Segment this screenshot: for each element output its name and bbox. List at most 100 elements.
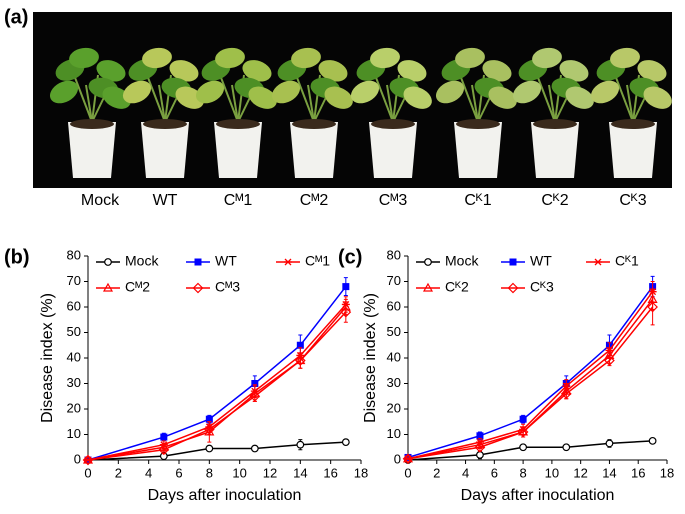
soil [292, 119, 336, 129]
leaf [488, 86, 517, 109]
legend-marker [104, 258, 112, 266]
photo-label: WT [153, 192, 178, 209]
leaf [195, 80, 225, 104]
marker [604, 355, 615, 366]
x-axis-label: Days after inoculation [148, 487, 302, 504]
marker [203, 424, 215, 435]
marker [205, 444, 214, 453]
leaf [435, 80, 465, 104]
legend-marker [507, 282, 519, 294]
soil [371, 119, 415, 129]
series-line [87, 286, 347, 461]
pot [609, 122, 657, 178]
x-tick-label: 18 [660, 465, 674, 480]
series-line [407, 440, 653, 461]
marker [205, 415, 213, 423]
pot [214, 122, 262, 178]
x-tick-label: 6 [491, 465, 498, 480]
marker [251, 380, 259, 387]
marker [249, 390, 261, 402]
y-tick-label: 80 [67, 247, 81, 262]
marker-shape [605, 439, 614, 448]
x-tick-label: 10 [545, 465, 559, 480]
x-tick-label: 8 [519, 465, 526, 480]
pot [141, 122, 189, 178]
marker-shape [402, 453, 414, 465]
marker [519, 415, 527, 423]
marker-shape [424, 258, 432, 266]
pot [531, 122, 579, 178]
x-tick-label: 6 [175, 465, 182, 480]
stem [374, 74, 394, 123]
stem [231, 84, 239, 123]
photo-label: Cᴷ2 [541, 192, 568, 209]
y-tick-label: 40 [387, 349, 401, 364]
legend-label: WT [530, 253, 552, 269]
soil [456, 119, 500, 129]
y-tick-label: 50 [67, 324, 81, 339]
y-tick-label: 70 [67, 273, 81, 288]
marker-shape [102, 282, 114, 292]
x-tick-label: 16 [631, 465, 645, 480]
photo-label: Cᴷ3 [619, 192, 646, 209]
legend-label: Cᴷ3 [530, 279, 554, 295]
series-line [407, 286, 654, 459]
leaf [532, 47, 562, 69]
marker-shape [205, 444, 214, 453]
marker-shape [404, 453, 412, 461]
marker [250, 444, 259, 453]
marker-shape [296, 440, 305, 449]
x-tick-label: 0 [404, 465, 411, 480]
stem [295, 74, 315, 123]
stem [85, 84, 93, 123]
marker-shape [158, 444, 170, 456]
x-tick-label: 4 [462, 465, 469, 480]
leaf [248, 86, 277, 109]
stem [307, 84, 315, 123]
leaf [169, 60, 199, 82]
legend-label: WT [215, 253, 237, 269]
marker-shape [205, 415, 213, 423]
x-tick-label: 4 [145, 465, 152, 480]
marker [562, 443, 571, 452]
leaf [370, 47, 400, 69]
stem [386, 84, 394, 123]
y-tick-label: 20 [387, 400, 401, 415]
photo-label: Cᴹ1 [224, 192, 253, 209]
x-axis-label: Days after inoculation [461, 487, 615, 504]
panel-label: (c) [338, 246, 362, 268]
marker [647, 301, 658, 313]
marker-shape [160, 433, 168, 441]
marker-shape [647, 301, 658, 313]
leaf [403, 86, 432, 109]
legend-marker [424, 258, 432, 266]
marker-shape [476, 432, 484, 440]
series-line [87, 303, 347, 461]
marker-shape [422, 282, 434, 292]
marker-shape [519, 443, 528, 452]
y-tick-label: 0 [394, 451, 401, 466]
y-tick-label: 30 [387, 375, 401, 390]
legend-marker [509, 258, 517, 266]
marker [560, 388, 572, 400]
leaf [49, 80, 79, 104]
leaf [291, 47, 321, 69]
y-tick-label: 60 [387, 298, 401, 313]
y-tick-label: 20 [67, 400, 81, 415]
series-line [407, 306, 654, 460]
x-tick-label: 12 [573, 465, 587, 480]
pot [454, 122, 502, 178]
marker [402, 453, 414, 465]
x-tick-label: 18 [354, 465, 368, 480]
stem [73, 74, 93, 123]
y-tick-label: 40 [67, 349, 81, 364]
marker-shape [594, 258, 602, 266]
marker [404, 453, 412, 461]
marker-shape [519, 415, 527, 423]
leaf [590, 80, 620, 104]
leaf [271, 80, 301, 104]
marker-shape [250, 444, 259, 453]
marker-shape [342, 283, 350, 291]
legend-label: Mock [125, 253, 159, 269]
marker-shape [517, 426, 529, 438]
